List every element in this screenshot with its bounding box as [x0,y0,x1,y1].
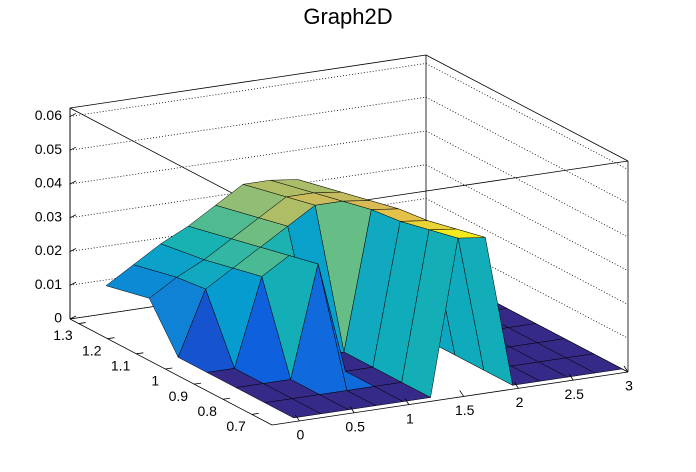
grid-line [425,164,629,272]
y-tick-label: 1.3 [53,327,73,343]
surface-cell [263,398,322,419]
z-tick-label: 0.02 [35,242,62,258]
x-tick-label: 2 [516,394,524,410]
z-tick-label: 0.03 [35,208,62,224]
grid-line [425,231,629,339]
y-tick [165,367,173,370]
y-tick-label: 1 [151,373,159,389]
x-tick [404,398,410,405]
x-tick-label: 0.5 [345,418,365,434]
grid-line [425,130,629,238]
grid-line [69,96,427,151]
y-tick-label: 1.2 [82,342,102,358]
box-edge [425,54,629,162]
chart-title: Graph2D [303,4,392,29]
x-tick [568,373,574,381]
z-tick [69,248,77,252]
box-edge [69,54,427,109]
x-tick [349,406,355,413]
grid-line [69,130,427,185]
x-tick [514,382,519,389]
x-tick [623,365,629,373]
y-tick-label: 0.9 [169,388,189,404]
x-tick-label: 1 [406,410,414,426]
z-tick [69,146,77,151]
y-axis [69,318,273,426]
y-tick [251,413,259,415]
y-tick-label: 0.8 [197,403,217,419]
z-tick [69,281,77,286]
grid-line [425,63,629,170]
z-tick-label: 0.01 [35,276,62,292]
x-tick-label: 0 [296,427,304,443]
y-tick [78,322,86,324]
z-tick [69,180,77,185]
x-tick-label: 2.5 [564,386,584,402]
z-tick-label: 0 [54,310,62,326]
z-tick-label: 0.05 [35,141,62,157]
x-tick-label: 1.5 [455,402,475,418]
y-tick [107,337,115,340]
y-tick [222,397,230,400]
z-tick-label: 0.04 [35,175,62,191]
z-tick [69,113,77,117]
x-axis [271,371,629,426]
x-tick-label: 3 [625,378,633,394]
x-tick [459,390,465,397]
grid-line [425,96,629,204]
y-tick-label: 0.7 [226,418,246,434]
z-tick-label: 0.06 [35,107,62,123]
y-tick [194,382,202,385]
z-tick [69,214,77,219]
x-tick [295,414,300,422]
grid-line [69,63,427,117]
z-tick [69,315,77,320]
y-tick [136,352,144,355]
grid-line [425,198,629,305]
y-tick-label: 1.1 [111,358,131,374]
